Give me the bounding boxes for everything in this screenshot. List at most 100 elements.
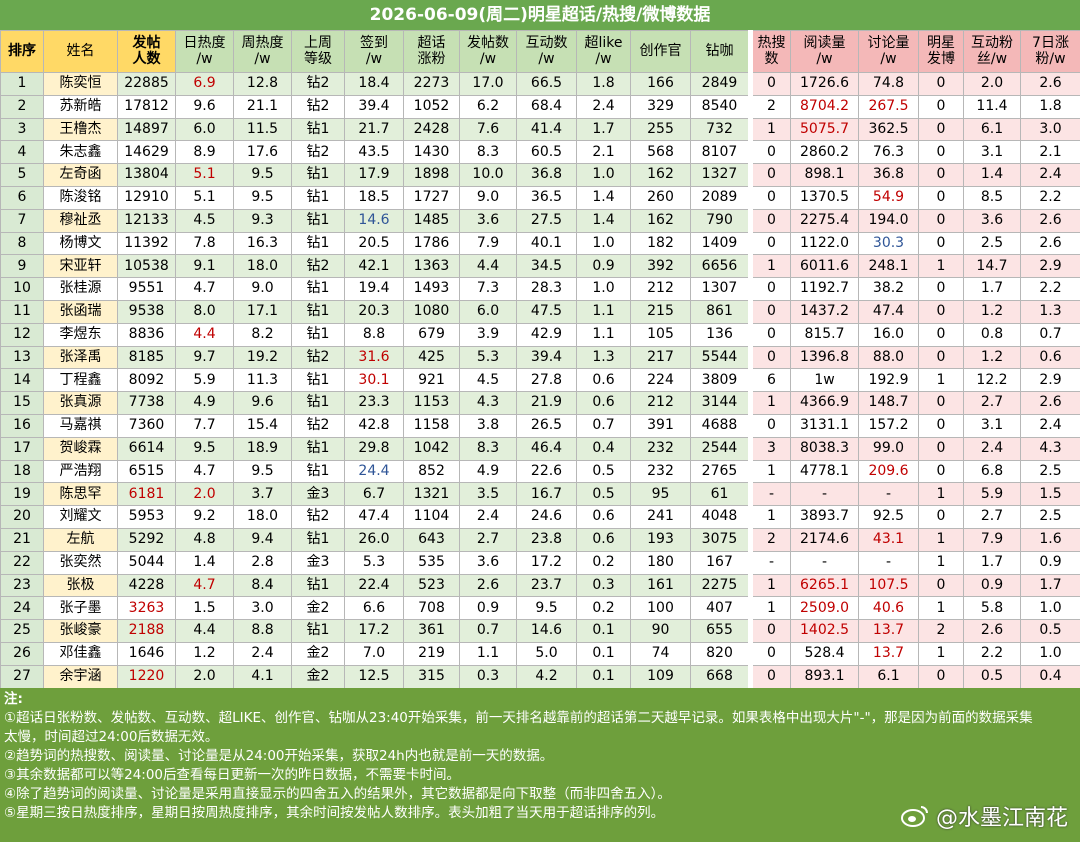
table-cell: 10538 <box>117 254 176 279</box>
table-cell: 14897 <box>117 117 176 142</box>
table-cell: 3.6 <box>459 208 517 233</box>
table-cell: 815.7 <box>790 322 859 347</box>
table-cell: 5.8 <box>963 596 1021 621</box>
table-cell: 1.7 <box>963 550 1021 575</box>
table-cell: 4.7 <box>175 573 234 598</box>
table-cell: 0.1 <box>576 619 631 643</box>
table-cell: 921 <box>403 368 460 393</box>
table-cell: 1.7 <box>963 277 1021 301</box>
table-cell: 1.7 <box>576 117 631 142</box>
table-cell: 425 <box>403 345 460 370</box>
table-cell: 12 <box>0 322 44 347</box>
table-cell: 38.2 <box>858 277 919 301</box>
table-cell: 24 <box>0 596 44 621</box>
header-row: 排序 姓名 发帖 人数 日热度 /w 周热度 /w 上周 等级 签到 /w 超话 涨粉 发帖数 … <box>0 30 1080 73</box>
table-cell: 39.4 <box>344 94 404 119</box>
table-cell: 4.9 <box>175 391 234 415</box>
table-cell: 14.6 <box>344 208 404 233</box>
column-header: 钻咖 <box>690 30 751 73</box>
table-cell: 42.1 <box>344 254 404 279</box>
table-cell: 21.9 <box>516 391 577 415</box>
table-cell: 22.4 <box>344 573 404 598</box>
table-cell: 0.1 <box>576 664 631 689</box>
table-cell: 2.4 <box>963 436 1021 461</box>
table-cell: 54.9 <box>858 185 919 210</box>
table-cell: 17.9 <box>344 163 404 187</box>
note-item: ②趋势词的热搜数、阅读量、讨论量是从24:00开始采集，获取24h内也就是前一天… <box>4 748 554 764</box>
table-cell: 6.9 <box>175 72 234 96</box>
table-cell: 0 <box>918 573 964 598</box>
table-cell: 7.8 <box>175 231 234 256</box>
table-cell: 左航 <box>43 527 118 552</box>
table-cell: 0 <box>918 231 964 256</box>
table-cell: 16 <box>0 413 44 438</box>
table-cell: 39.4 <box>516 345 577 370</box>
table-cell: 0 <box>748 277 791 301</box>
table-cell: 张子墨 <box>43 596 118 621</box>
table-cell: 0.5 <box>576 482 631 507</box>
table-cell: 212 <box>630 391 691 415</box>
table-cell: 215 <box>630 299 691 324</box>
table-cell: 3263 <box>117 596 176 621</box>
table-cell: 钻1 <box>291 436 345 461</box>
table-cell: 2.1 <box>1020 140 1080 165</box>
table-cell: 3 <box>0 117 44 142</box>
watermark: @水墨江南花 <box>900 800 1068 832</box>
table-cell: 26.0 <box>344 527 404 552</box>
table-cell: 1.3 <box>576 345 631 370</box>
table-cell: 0 <box>748 140 791 165</box>
table-cell: 18.9 <box>233 436 292 461</box>
table-cell: 391 <box>630 413 691 438</box>
table-cell: 4048 <box>690 505 751 529</box>
table-row: 17 贺峻霖 6614 9.5 18.9 钻1 29.8 1042 8.3 46.4 0.4 232 2… <box>0 436 1080 461</box>
table-cell: 3893.7 <box>790 505 859 529</box>
table-cell: 0.9 <box>459 596 517 621</box>
table-cell: 张奕然 <box>43 550 118 575</box>
column-header: 7日涨 粉/w <box>1020 30 1080 73</box>
table-cell: 13 <box>0 345 44 370</box>
table-cell: 0 <box>918 140 964 165</box>
table-cell: 4228 <box>117 573 176 598</box>
table-cell: 47.4 <box>344 505 404 529</box>
table-cell: 6.1 <box>963 117 1021 142</box>
table-cell: 192.9 <box>858 368 919 393</box>
table-cell: 1307 <box>690 277 751 301</box>
table-cell: 1.5 <box>175 596 234 621</box>
table-cell: 9 <box>0 254 44 279</box>
table-cell: 1w <box>790 368 859 393</box>
table-cell: 7.9 <box>963 527 1021 552</box>
column-header: 发帖数 /w <box>459 30 517 73</box>
table-cell: 36.8 <box>858 163 919 187</box>
table-cell: 74 <box>630 641 691 666</box>
table-cell: 1153 <box>403 391 460 415</box>
table-cell: - <box>748 482 791 507</box>
table-cell: 1.0 <box>576 163 631 187</box>
table-cell: 0 <box>918 391 964 415</box>
table-cell: 1 <box>748 573 791 598</box>
table-cell: 162 <box>630 208 691 233</box>
table-cell: 2089 <box>690 185 751 210</box>
table-cell: 12.8 <box>233 72 292 96</box>
column-header: 排序 <box>0 30 44 73</box>
table-cell: 315 <box>403 664 460 689</box>
column-header: 互动粉 丝/w <box>963 30 1021 73</box>
table-cell: 46.4 <box>516 436 577 461</box>
table-cell: 22 <box>0 550 44 575</box>
table-cell: 8107 <box>690 140 751 165</box>
table-cell: 1122.0 <box>790 231 859 256</box>
table-row: 2 苏新皓 17812 9.6 21.1 钻2 39.4 1052 6.2 68.4 2.4 329 8… <box>0 94 1080 119</box>
table-cell: 17812 <box>117 94 176 119</box>
table-cell: 61 <box>690 482 751 507</box>
table-cell: 5544 <box>690 345 751 370</box>
table-cell: 钻1 <box>291 391 345 415</box>
table-cell: 1402.5 <box>790 619 859 643</box>
table-cell: 2.2 <box>1020 277 1080 301</box>
table-cell: 2.8 <box>233 550 292 575</box>
table-cell: 5044 <box>117 550 176 575</box>
table-cell: 27.8 <box>516 368 577 393</box>
table-cell: 23.3 <box>344 391 404 415</box>
table-cell: 4778.1 <box>790 459 859 484</box>
table-cell: 2428 <box>403 117 460 142</box>
table-row: 1 陈奕恒 22885 6.9 12.8 钻2 18.4 2273 17.0 66.5 1.8 166… <box>0 72 1080 96</box>
table-cell: 2.0 <box>175 664 234 689</box>
